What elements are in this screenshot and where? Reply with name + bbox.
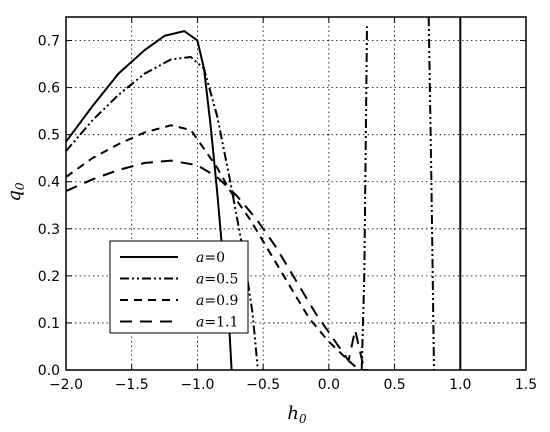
x-axis-label: h0 <box>287 403 307 426</box>
y-tick-label: 0.2 <box>38 269 60 285</box>
y-tick-labels: 0.0 0.1 0.2 0.3 0.4 0.5 0.6 0.7 <box>38 34 60 379</box>
y-tick-label: 0.6 <box>38 81 60 97</box>
y-tick-label: 0.1 <box>38 316 60 332</box>
legend: a=0 a=0.5 a=0.9 a=1.1 <box>109 240 249 334</box>
series-line <box>66 124 369 370</box>
y-tick-label: 0.4 <box>38 175 60 191</box>
plot-frame <box>65 16 527 371</box>
x-tick-label: −2.0 <box>49 377 83 393</box>
x-tick-label: 0.0 <box>318 377 340 393</box>
legend-label: a=0 <box>196 250 225 266</box>
legend-label: a=0.5 <box>196 272 238 288</box>
series-line <box>427 17 435 370</box>
y-axis-label-sub: 0 <box>13 182 27 190</box>
y-tick-label: 0.3 <box>38 222 60 238</box>
x-axis-label-main: h <box>287 403 299 424</box>
y-tick-label: 0.0 <box>38 363 60 379</box>
y-axis-label-main: q <box>4 190 25 202</box>
y-axis-label: q0 <box>4 182 27 202</box>
x-tick-label: 1.5 <box>515 377 537 393</box>
axis-ticks <box>65 17 527 371</box>
y-tick-label: 0.5 <box>38 128 60 144</box>
x-tick-label: −1.5 <box>115 377 149 393</box>
legend-label: a=1.1 <box>196 315 238 331</box>
x-tick-label: 0.5 <box>383 377 405 393</box>
x-tick-labels: −2.0 −1.5 −1.0 −0.5 0.0 0.5 1.0 1.5 <box>49 377 537 393</box>
x-tick-label: −1.0 <box>180 377 214 393</box>
y-tick-label: 0.7 <box>38 34 60 50</box>
x-tick-label: 1.0 <box>449 377 471 393</box>
series-line <box>360 26 368 370</box>
x-tick-label: −0.5 <box>246 377 280 393</box>
legend-label: a=0.9 <box>196 293 238 309</box>
x-axis-label-sub: 0 <box>299 412 307 426</box>
